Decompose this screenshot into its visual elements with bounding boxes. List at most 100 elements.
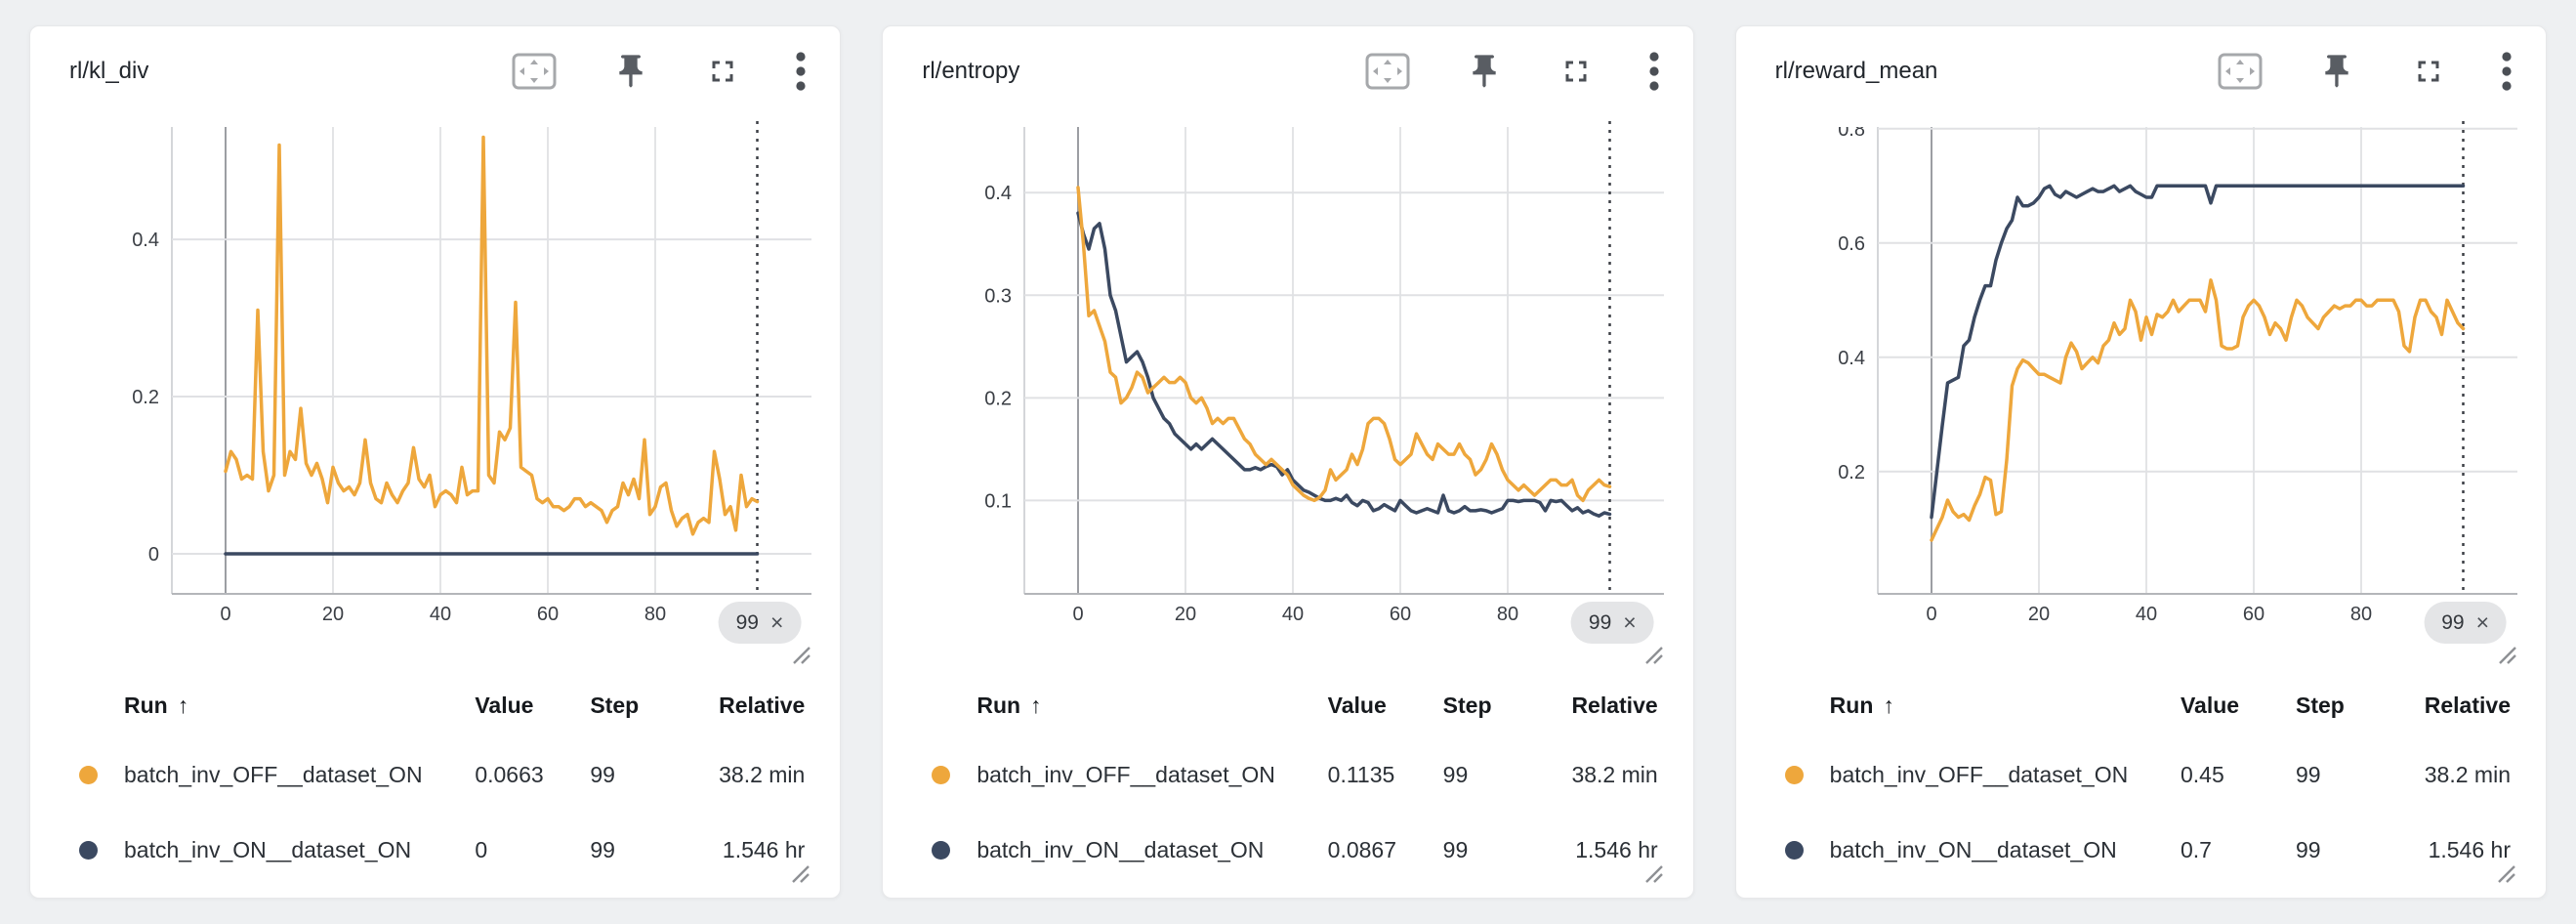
svg-text:0.8: 0.8	[1838, 119, 1865, 141]
panel-header: rl/reward_mean	[1775, 48, 2513, 95]
sort-arrow-icon: ↑	[1883, 692, 1894, 718]
sort-arrow-icon: ↑	[177, 692, 189, 718]
line-chart[interactable]: 0 20 40 60 80 0.1 0.2 0.3 0.4	[883, 95, 1695, 673]
fullscreen-icon[interactable]	[2411, 54, 2446, 89]
run-step: 99	[590, 762, 615, 787]
svg-text:0.2: 0.2	[1838, 462, 1865, 483]
panel-title: rl/entropy	[922, 58, 1020, 84]
legend-header-relative[interactable]: Relative	[719, 692, 806, 718]
run-color-dot	[1784, 841, 1804, 860]
chart-resize-handle[interactable]	[2496, 644, 2517, 665]
panel-resize-handle[interactable]	[789, 862, 810, 884]
legend-row[interactable]: batch_inv_ON__dataset_ON 0.0867 99 1.546…	[883, 813, 1692, 888]
run-name: batch_inv_OFF__dataset_ON	[124, 762, 423, 787]
run-relative: 38.2 min	[719, 762, 806, 787]
panel-resize-handle[interactable]	[2495, 862, 2516, 884]
legend-table: Run ↑ Value Step Relative batch_inv_OFF__…	[883, 673, 1692, 888]
panel-title: rl/reward_mean	[1774, 58, 1938, 84]
run-step: 99	[1442, 837, 1469, 862]
run-value: 0.1135	[1327, 762, 1395, 787]
line-chart[interactable]: 0 20 40 60 80 0 0.2 0.4	[30, 95, 843, 673]
chart-area[interactable]: 0 20 40 60 80 0.1 0.2 0.3 0.4 99 ×	[883, 95, 1695, 673]
kebab-menu-icon[interactable]	[795, 51, 807, 92]
legend-header-step[interactable]: Step	[2295, 692, 2345, 718]
svg-text:40: 40	[430, 604, 451, 625]
run-color-dot	[932, 841, 951, 860]
legend-row[interactable]: batch_inv_OFF__dataset_ON 0.0663 99 38.2…	[30, 737, 840, 813]
legend-table: Run ↑ Value Step Relative batch_inv_OFF__…	[1736, 673, 2546, 888]
step-badge-value: 99	[735, 610, 759, 634]
svg-text:0.6: 0.6	[1838, 233, 1865, 255]
run-relative: 1.546 hr	[1575, 837, 1658, 862]
pin-icon[interactable]	[2317, 52, 2356, 91]
legend-row[interactable]: batch_inv_ON__dataset_ON 0.7 99 1.546 hr	[1736, 813, 2546, 888]
legend-header-value[interactable]: Value	[2180, 692, 2240, 718]
pin-icon[interactable]	[611, 52, 650, 91]
svg-text:0.4: 0.4	[1838, 348, 1865, 369]
svg-text:0.2: 0.2	[132, 387, 159, 408]
line-chart[interactable]: 0 20 40 60 80 0.2 0.4 0.6 0.8	[1736, 95, 2549, 673]
run-relative: 38.2 min	[1571, 762, 1658, 787]
pan-zoom-icon[interactable]	[1365, 53, 1410, 90]
step-badge[interactable]: 99 ×	[1570, 602, 1654, 644]
legend-header-value[interactable]: Value	[475, 692, 534, 718]
kebab-menu-icon[interactable]	[2501, 51, 2513, 92]
legend-header-row: Run ↑ Value Step Relative	[1736, 673, 2546, 737]
legend-header-value[interactable]: Value	[1327, 692, 1387, 718]
run-relative: 38.2 min	[2424, 762, 2511, 787]
svg-text:60: 60	[1390, 604, 1411, 625]
legend-header-relative[interactable]: Relative	[2424, 692, 2511, 718]
legend-row[interactable]: batch_inv_ON__dataset_ON 0 99 1.546 hr	[30, 813, 840, 888]
svg-text:40: 40	[1282, 604, 1304, 625]
svg-text:40: 40	[2136, 604, 2157, 625]
legend-header-run[interactable]: Run ↑	[1829, 692, 1894, 718]
legend-header-run[interactable]: Run ↑	[976, 692, 1042, 718]
close-icon[interactable]: ×	[1623, 609, 1637, 635]
svg-text:80: 80	[1497, 604, 1518, 625]
legend-header-run[interactable]: Run ↑	[124, 692, 189, 718]
run-name: batch_inv_ON__dataset_ON	[124, 837, 412, 862]
close-icon[interactable]: ×	[769, 609, 784, 635]
fullscreen-icon[interactable]	[1558, 54, 1594, 89]
run-color-dot	[1784, 766, 1804, 784]
step-badge[interactable]: 99 ×	[718, 602, 802, 644]
svg-text:0.4: 0.4	[985, 183, 1013, 204]
legend-header-step[interactable]: Step	[590, 692, 640, 718]
panel-resize-handle[interactable]	[1642, 862, 1664, 884]
legend-row[interactable]: batch_inv_OFF__dataset_ON 0.1135 99 38.2…	[883, 737, 1692, 813]
fullscreen-icon[interactable]	[705, 54, 740, 89]
step-badge[interactable]: 99 ×	[2424, 602, 2508, 644]
pin-icon[interactable]	[1465, 52, 1504, 91]
run-step: 99	[590, 837, 615, 862]
chart-area[interactable]: 0 20 40 60 80 0.2 0.4 0.6 0.8 99 ×	[1736, 95, 2549, 673]
run-color-dot	[79, 766, 98, 784]
chart-area[interactable]: 0 20 40 60 80 0 0.2 0.4 99 ×	[30, 95, 843, 673]
legend-header-step[interactable]: Step	[1442, 692, 1492, 718]
chart-panel-kl-div: rl/kl_div 0 20 40 60 80 0 0.2 0.4 99 × Run ↑ Val…	[29, 25, 843, 899]
pan-zoom-icon[interactable]	[512, 53, 557, 90]
pan-zoom-icon[interactable]	[2218, 53, 2263, 90]
chart-resize-handle[interactable]	[1642, 644, 1664, 665]
kebab-menu-icon[interactable]	[1648, 51, 1660, 92]
svg-text:0: 0	[220, 604, 230, 625]
run-color-dot	[932, 766, 951, 784]
run-value: 0.0867	[1327, 837, 1397, 862]
step-badge-value: 99	[1588, 610, 1612, 634]
run-value: 0.45	[2180, 762, 2224, 787]
svg-text:60: 60	[2243, 604, 2264, 625]
svg-text:0: 0	[1073, 604, 1084, 625]
run-value: 0.7	[2180, 837, 2212, 862]
svg-text:0.3: 0.3	[985, 285, 1013, 307]
legend-row[interactable]: batch_inv_OFF__dataset_ON 0.45 99 38.2 m…	[1736, 737, 2546, 813]
svg-text:0: 0	[148, 544, 159, 566]
close-icon[interactable]: ×	[2475, 609, 2490, 635]
run-value: 0	[475, 837, 488, 862]
run-step: 99	[1442, 762, 1469, 787]
run-name: batch_inv_OFF__dataset_ON	[976, 762, 1275, 787]
legend-header-relative[interactable]: Relative	[1571, 692, 1658, 718]
chart-resize-handle[interactable]	[790, 644, 811, 665]
legend-table: Run ↑ Value Step Relative batch_inv_OFF__…	[30, 673, 840, 888]
run-relative: 1.546 hr	[2428, 837, 2511, 862]
svg-text:60: 60	[537, 604, 559, 625]
